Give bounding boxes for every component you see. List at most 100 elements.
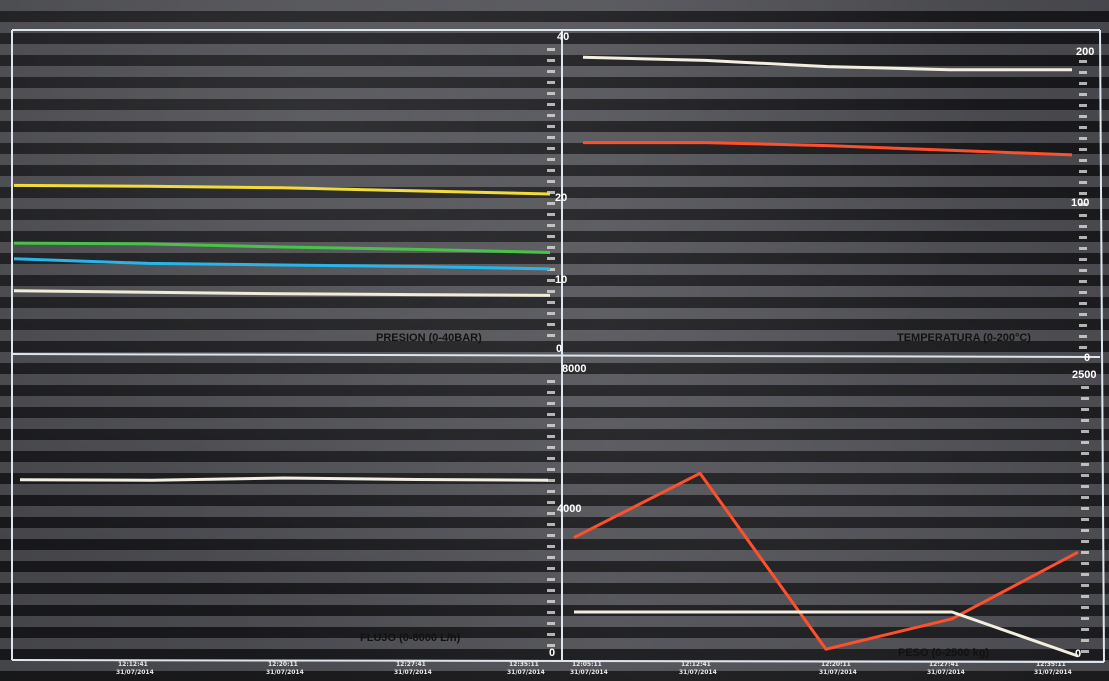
presion-minor-tick: [547, 48, 555, 51]
temperatura-minor-tick: [1079, 82, 1087, 85]
presion-minor-tick: [547, 246, 555, 249]
presion-series-3-line: [13, 257, 551, 271]
peso-minor-tick: [1081, 639, 1089, 642]
presion-series-1-line: [13, 183, 551, 196]
presion-minor-tick: [547, 70, 555, 73]
flujo-minor-tick: [547, 402, 555, 405]
flujo-minor-tick: [547, 556, 555, 559]
flujo-axis-tick-4000: 4000: [557, 503, 581, 515]
temperatura-minor-tick: [1079, 170, 1087, 173]
temperatura-minor-tick: [1079, 346, 1087, 349]
peso-minor-tick: [1081, 507, 1089, 510]
peso-minor-tick: [1081, 430, 1089, 433]
presion-axis-tick-40: 40: [557, 31, 569, 43]
flujo-minor-tick: [547, 446, 555, 449]
presion-minor-tick: [547, 59, 555, 62]
peso-minor-tick: [1081, 408, 1089, 411]
temperatura-axis-tick-100: 100: [1071, 197, 1089, 209]
right-time-label-5: 12:35:11: [1036, 661, 1066, 668]
flujo-minor-tick: [547, 424, 555, 427]
presion-panel-title: PRESION (0-40BAR): [376, 332, 482, 344]
peso-minor-tick: [1081, 463, 1089, 466]
temperatura-minor-tick: [1079, 214, 1087, 217]
flujo-minor-tick: [547, 512, 555, 515]
flujo-minor-tick: [547, 600, 555, 603]
presion-minor-tick: [547, 312, 555, 315]
left-time-label-5: 12:35:11: [509, 661, 539, 668]
left-date-label-4: 31/07/2014: [394, 669, 432, 676]
right-date-label-3: 31/07/2014: [819, 669, 857, 676]
peso-minor-tick: [1081, 485, 1089, 488]
left-time-label-2: 12:12:41: [118, 661, 148, 668]
presion-minor-tick: [547, 257, 555, 260]
presion-minor-tick: [547, 92, 555, 95]
presion-minor-tick: [547, 191, 555, 194]
left-time-label-4: 12:27:41: [396, 661, 426, 668]
presion-minor-tick: [547, 323, 555, 326]
presion-minor-tick: [547, 114, 555, 117]
flujo-minor-tick: [547, 523, 555, 526]
presion-series-4-line: [13, 289, 551, 297]
flujo-minor-tick: [547, 589, 555, 592]
peso-axis-tick-0: 0: [1075, 648, 1081, 660]
presion-axis-tick-20: 20: [555, 192, 567, 204]
temperatura-panel-title: TEMPERATURA (0-200°C): [897, 332, 1031, 344]
minor-tick-ladders: [547, 48, 1089, 653]
presion-minor-tick: [547, 268, 555, 271]
temperatura-minor-tick: [1079, 126, 1087, 129]
presion-minor-tick: [547, 279, 555, 282]
peso-minor-tick: [1081, 617, 1089, 620]
flujo-minor-tick: [547, 435, 555, 438]
temperatura-minor-tick: [1079, 247, 1087, 250]
temperatura-minor-tick: [1079, 159, 1087, 162]
presion-minor-tick: [547, 301, 555, 304]
flujo-minor-tick: [547, 457, 555, 460]
right-time-label-2: 12:12:41: [681, 661, 711, 668]
peso-minor-tick: [1081, 529, 1089, 532]
peso-minor-tick: [1081, 650, 1089, 653]
temperatura-minor-tick: [1079, 71, 1087, 74]
flujo-minor-tick: [547, 490, 555, 493]
temperatura-minor-tick: [1079, 236, 1087, 239]
temperatura-minor-tick: [1079, 269, 1087, 272]
flujo-minor-tick: [547, 545, 555, 548]
peso-minor-tick: [1081, 518, 1089, 521]
temperatura-minor-tick: [1079, 93, 1087, 96]
right-date-label-2: 31/07/2014: [679, 669, 717, 676]
temperatura-minor-tick: [1079, 313, 1087, 316]
presion-minor-tick: [547, 103, 555, 106]
flujo-minor-tick: [547, 413, 555, 416]
temperatura-minor-tick: [1079, 115, 1087, 118]
temperatura-minor-tick: [1079, 60, 1087, 63]
peso-minor-tick: [1081, 386, 1089, 389]
left-time-axis: 12:12:41 31/07/2014 12:20:11 31/07/2014 …: [116, 661, 545, 676]
temperatura-minor-tick: [1079, 280, 1087, 283]
temperatura-minor-tick: [1079, 203, 1087, 206]
peso-series-1-line: [573, 471, 1079, 651]
flujo-minor-tick: [547, 567, 555, 570]
presion-minor-tick: [547, 180, 555, 183]
series-layer: [13, 55, 1079, 658]
peso-minor-tick: [1081, 496, 1089, 499]
frame-right-edge: [1099, 29, 1105, 663]
presion-minor-tick: [547, 158, 555, 161]
right-date-label-4: 31/07/2014: [927, 669, 965, 676]
flujo-minor-tick: [547, 622, 555, 625]
left-time-label-3: 12:20:11: [268, 661, 298, 668]
temperatura-minor-tick: [1079, 335, 1087, 338]
flujo-minor-tick: [547, 578, 555, 581]
temperatura-axis-tick-0: 0: [1084, 352, 1090, 364]
right-date-label-1: 31/07/2014: [570, 669, 608, 676]
right-time-label-3: 12:20:11: [821, 661, 851, 668]
presion-axis-tick-10: 10: [555, 274, 567, 286]
presion-minor-tick: [547, 125, 555, 128]
presion-minor-tick: [547, 224, 555, 227]
temperatura-axis-tick-200: 200: [1076, 46, 1094, 58]
presion-minor-tick: [547, 136, 555, 139]
presion-minor-tick: [547, 202, 555, 205]
right-time-axis: 12:05:11 31/07/2014 12:12:41 31/07/2014 …: [570, 661, 1072, 676]
peso-minor-tick: [1081, 595, 1089, 598]
temperatura-minor-tick: [1079, 148, 1087, 151]
peso-axis-tick-2500: 2500: [1072, 369, 1096, 381]
